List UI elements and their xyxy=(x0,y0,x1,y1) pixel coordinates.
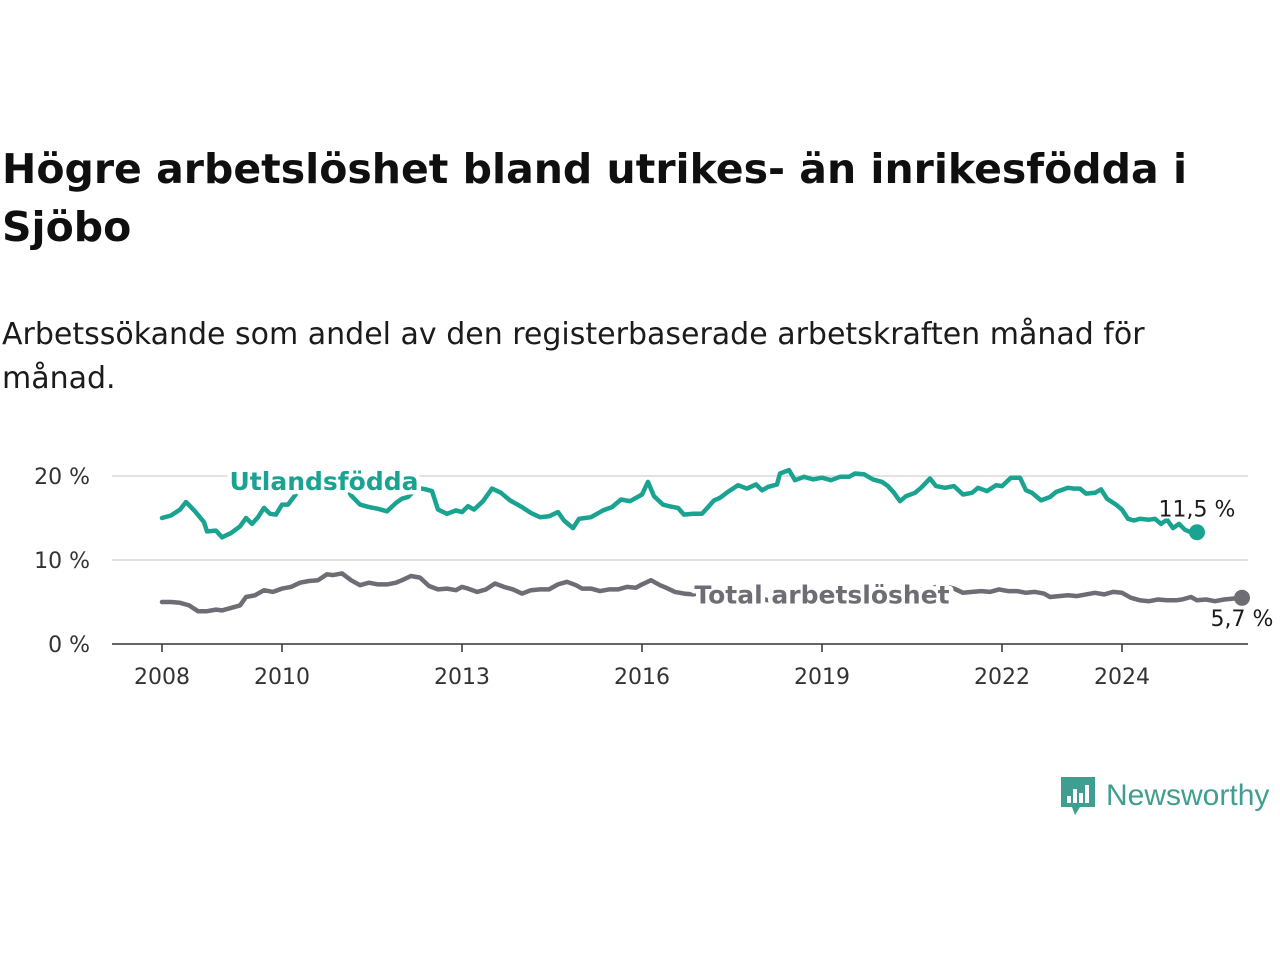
x-tick-label: 2010 xyxy=(254,665,310,690)
chart-subtitle: Arbetssökande som andel av den registerb… xyxy=(2,317,1145,396)
brand-name: Newsworthy xyxy=(1106,779,1270,812)
x-axis-ticks: 2008 2010 2013 2016 2019 2022 2024 xyxy=(134,644,1150,690)
x-tick-label: 2016 xyxy=(614,665,670,690)
series-name-label: Total arbetslöshet xyxy=(694,581,949,610)
end-value-label: 11,5 % xyxy=(1159,497,1236,522)
series-group xyxy=(159,467,1250,614)
series-name-label: Utlandsfödda xyxy=(230,467,419,496)
y-tick-label: 0 % xyxy=(48,633,90,658)
line-chart: 0 % 10 % 20 % 2008 2010 2013 2016 2019 2022 2024… xyxy=(34,463,1275,690)
y-axis-ticks: 0 % 10 % 20 % xyxy=(34,465,90,658)
y-tick-label: 20 % xyxy=(34,465,90,490)
x-tick-label: 2008 xyxy=(134,665,190,690)
chart-title: Högre arbetslöshet bland utrikes- än inr… xyxy=(2,145,1187,251)
series-labels: 11,5 % 5,7 % Utlandsfödda Total arbetslöshe… xyxy=(225,463,1275,634)
series-line-total-arbetslöshet xyxy=(159,571,1245,614)
x-tick-label: 2013 xyxy=(434,665,490,690)
x-tick-label: 2019 xyxy=(794,665,850,690)
series-end-marker-total-arbetslöshet xyxy=(1234,589,1250,606)
x-tick-label: 2022 xyxy=(974,665,1030,690)
series-line-utlandsfödda xyxy=(159,467,1200,540)
newsworthy-icon xyxy=(1061,777,1095,815)
series-end-marker-utlandsfödda xyxy=(1189,524,1205,541)
y-tick-label: 10 % xyxy=(34,549,90,574)
x-tick-label: 2024 xyxy=(1094,665,1150,690)
brand-logo: Newsworthy xyxy=(1058,774,1269,818)
end-value-label: 5,7 % xyxy=(1211,607,1274,632)
grid-lines xyxy=(112,475,1248,561)
